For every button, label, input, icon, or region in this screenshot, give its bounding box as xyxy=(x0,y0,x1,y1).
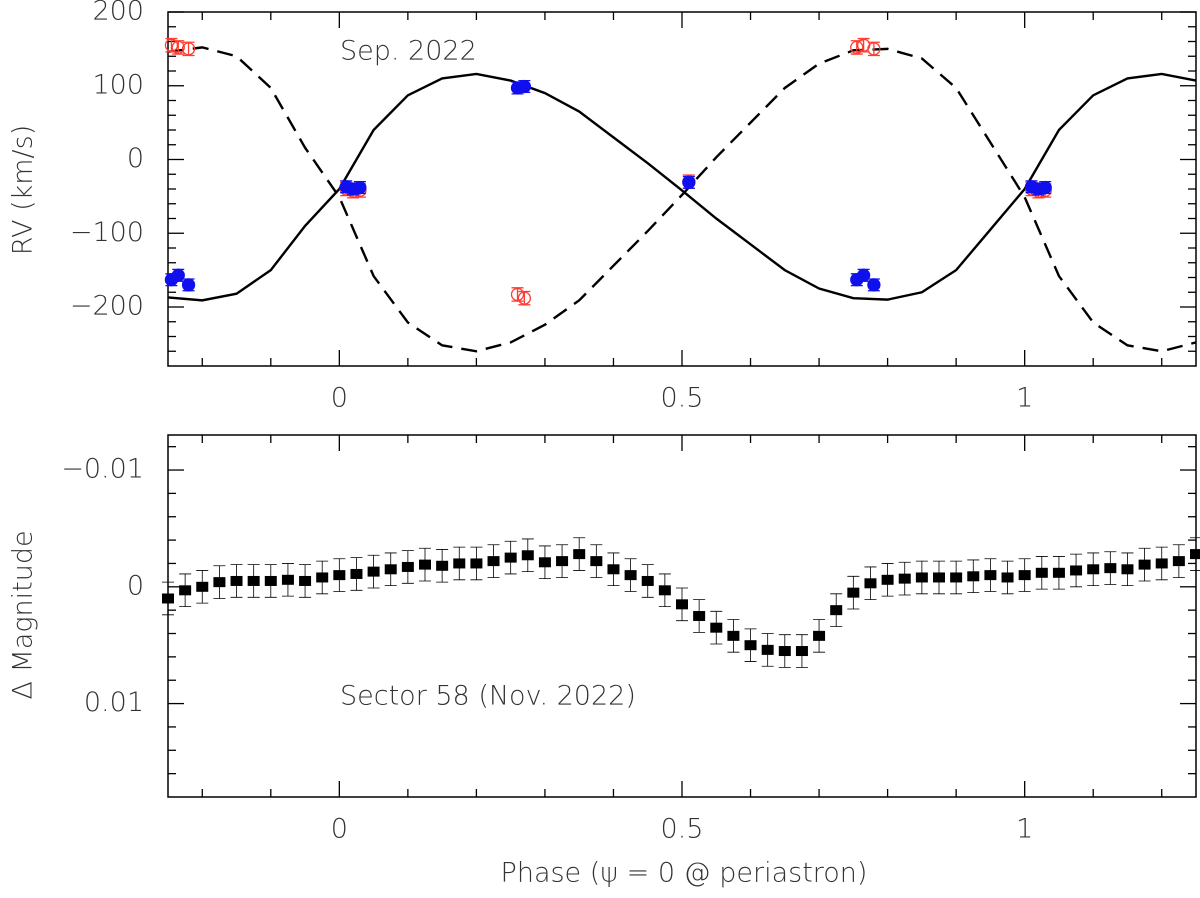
y-tick-label: 100 xyxy=(92,69,144,100)
data-point xyxy=(401,561,414,572)
data-point xyxy=(950,572,963,583)
data-point xyxy=(867,42,881,56)
data-point xyxy=(1190,549,1200,560)
x-tick-label: 0 xyxy=(331,383,348,414)
annotation: Sep. 2022 xyxy=(340,36,477,67)
data-point xyxy=(1155,558,1168,569)
data-point xyxy=(967,571,980,582)
x-axis-label: Phase (ψ = 0 @ periastron) xyxy=(501,858,868,889)
data-point xyxy=(1001,572,1014,583)
data-point xyxy=(281,574,294,585)
data-point xyxy=(299,575,312,586)
data-point xyxy=(419,559,431,570)
data-point xyxy=(504,552,517,563)
data-point xyxy=(778,646,791,657)
data-point xyxy=(264,575,277,586)
data-point xyxy=(1104,563,1117,574)
data-point xyxy=(1070,565,1083,576)
data-point xyxy=(830,605,843,616)
data-point xyxy=(171,40,185,55)
data-point xyxy=(230,575,243,586)
data-point xyxy=(470,558,483,569)
data-point xyxy=(1038,180,1052,195)
model-curve xyxy=(167,46,1197,353)
y-tick-label: −100 xyxy=(70,217,144,248)
y-tick-label: 0 xyxy=(127,570,144,601)
data-point xyxy=(436,560,449,571)
model-curve xyxy=(167,72,1197,302)
data-point xyxy=(213,577,226,588)
data-point xyxy=(350,568,363,579)
y-axis-label: Δ Magnitude xyxy=(8,530,39,699)
data-point xyxy=(693,611,706,621)
data-point xyxy=(590,556,603,567)
x-tick-label: 0.5 xyxy=(661,814,704,845)
data-point xyxy=(316,572,329,583)
data-point xyxy=(1018,570,1031,581)
data-point xyxy=(761,644,774,655)
data-point xyxy=(1087,564,1100,575)
data-point xyxy=(1172,556,1185,567)
y-tick-label: 200 xyxy=(92,0,144,27)
y-tick-label: −0.01 xyxy=(61,454,144,485)
data-point xyxy=(641,575,654,586)
data-point xyxy=(744,640,757,651)
data-point xyxy=(179,585,192,596)
data-point xyxy=(517,291,532,305)
data-point xyxy=(856,268,871,282)
y-tick-label: 0 xyxy=(127,143,144,174)
data-point xyxy=(933,572,945,583)
data-point xyxy=(556,556,569,567)
data-point xyxy=(487,556,500,567)
data-point xyxy=(795,646,808,657)
data-point xyxy=(676,599,688,610)
data-point xyxy=(171,268,185,282)
data-point xyxy=(710,622,723,633)
data-point xyxy=(367,566,380,577)
data-point xyxy=(164,38,179,52)
data-point xyxy=(607,564,620,575)
x-tick-label: 1 xyxy=(1016,814,1033,845)
x-tick-label: 0 xyxy=(331,814,348,845)
data-point xyxy=(727,630,740,641)
y-axis-label: RV (km/s) xyxy=(8,125,39,256)
data-point xyxy=(521,550,534,561)
y-tick-label: 0.01 xyxy=(84,687,144,718)
data-point xyxy=(517,79,532,94)
data-point xyxy=(181,278,196,292)
data-point xyxy=(453,558,466,569)
y-tick-label: −200 xyxy=(70,291,144,322)
data-point xyxy=(658,585,671,596)
data-point xyxy=(573,549,586,560)
annotation: Sector 58 (Nov. 2022) xyxy=(340,681,636,712)
data-point xyxy=(881,574,894,585)
data-point xyxy=(984,570,997,581)
data-point xyxy=(813,630,826,641)
data-point xyxy=(847,587,860,598)
data-point xyxy=(510,287,525,302)
data-point xyxy=(196,581,209,592)
data-point xyxy=(624,570,637,581)
data-point xyxy=(1138,559,1151,570)
data-point xyxy=(898,573,911,584)
data-point xyxy=(682,175,696,190)
x-tick-label: 1 xyxy=(1016,383,1033,414)
data-point xyxy=(181,42,196,56)
data-point xyxy=(915,572,928,583)
data-point xyxy=(247,575,260,586)
data-point xyxy=(864,578,877,589)
data-point xyxy=(1035,567,1048,578)
data-point xyxy=(850,40,864,55)
data-point xyxy=(162,593,174,604)
data-point xyxy=(538,557,551,568)
data-point xyxy=(1052,567,1065,578)
data-point xyxy=(333,570,346,581)
data-point xyxy=(1121,564,1134,575)
data-point xyxy=(867,278,881,292)
data-point xyxy=(353,180,367,195)
x-tick-label: 0.5 xyxy=(661,383,704,414)
data-point xyxy=(384,564,397,575)
